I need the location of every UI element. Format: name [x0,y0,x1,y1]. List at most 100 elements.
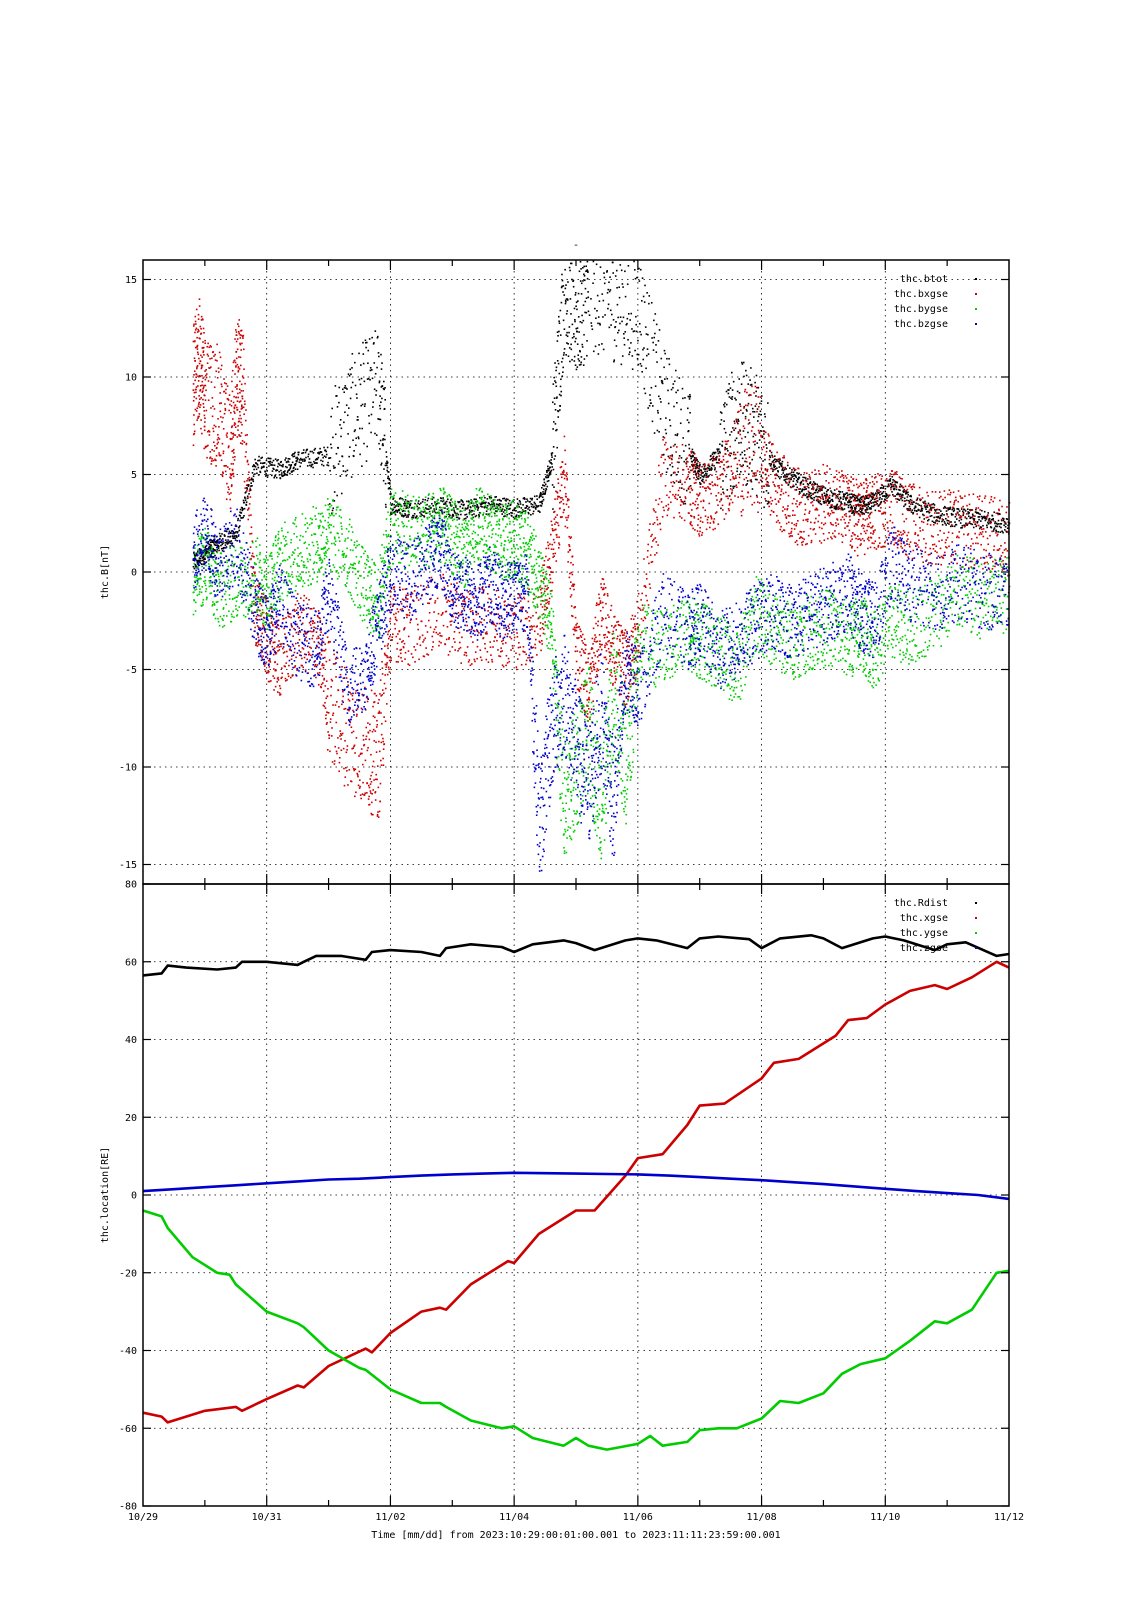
data-point [364,792,366,795]
data-point [613,359,616,361]
data-point [205,373,208,375]
data-point [679,481,682,483]
data-point [305,632,308,635]
data-point [280,464,283,467]
data-point [543,493,545,495]
data-point [367,746,369,749]
data-point [580,361,583,364]
data-point [260,467,263,470]
data-point [337,689,340,692]
data-point [342,677,345,680]
data-point [201,356,203,358]
data-point [448,636,450,639]
data-point [581,314,583,317]
data-point [386,461,389,464]
data-point [227,491,229,494]
data-point [419,511,421,514]
data-point [578,689,580,692]
data-point [713,452,716,455]
data-point [612,318,615,321]
data-point [610,651,612,654]
data-point [654,554,656,556]
data-point [216,443,219,445]
data-point [212,430,215,433]
data-point [501,640,503,643]
data-point [484,643,486,645]
data-point [601,343,603,345]
data-point [586,690,588,693]
data-point [379,693,381,695]
data-point [285,650,288,653]
data-point [404,651,407,654]
data-point [602,588,605,590]
data-point [240,390,243,392]
data-point [892,493,894,496]
data-point [263,462,266,464]
data-point [332,507,335,510]
data-point [199,557,202,560]
data-point [626,641,628,643]
data-point [279,693,282,696]
data-point [444,502,447,505]
data-point [562,503,565,505]
data-point [354,795,356,798]
data-point [222,416,224,419]
data-point [517,646,520,649]
data-point [588,652,591,655]
data-point [590,662,592,665]
data-point [628,353,630,356]
data-point [578,331,580,333]
data-point [941,520,943,523]
data-point [422,641,424,643]
data-point [595,263,598,266]
data-point [209,554,212,557]
data-point [584,684,587,687]
data-point [761,435,764,438]
data-point [223,412,226,415]
data-point [652,341,654,344]
data-point [446,601,448,603]
data-point [549,543,551,545]
data-point [1006,527,1009,530]
data-point [962,514,964,517]
data-point [642,609,644,611]
data-point [471,610,474,612]
data-point [255,617,257,620]
data-point [197,353,200,356]
data-point [591,682,594,684]
data-point [571,615,574,618]
data-point [355,690,357,692]
data-point [344,707,347,710]
data-point [544,489,547,492]
data-point [578,672,581,675]
data-point [584,648,587,651]
data-point [209,366,212,368]
data-point [526,498,528,500]
data-point [617,635,619,638]
data-point [527,616,530,618]
data-point [562,366,564,369]
data-point [299,457,302,460]
data-point [570,536,572,538]
data-point [747,402,750,405]
data-point [616,665,619,668]
data-point [664,428,667,431]
data-point [503,604,506,607]
data-point [619,316,622,318]
data-point [601,617,604,619]
data-point [209,456,212,459]
data-point [271,461,273,464]
data-point [607,288,610,291]
data-point [568,535,571,538]
data-point [531,497,534,500]
data-point [699,483,702,485]
data-point [322,456,324,459]
data-point [479,621,481,623]
data-point [410,507,413,509]
data-point [730,397,732,400]
data-point [567,561,569,563]
data-point [490,612,493,615]
data-point [290,623,293,625]
data-point [568,576,571,579]
data-point [570,594,573,596]
